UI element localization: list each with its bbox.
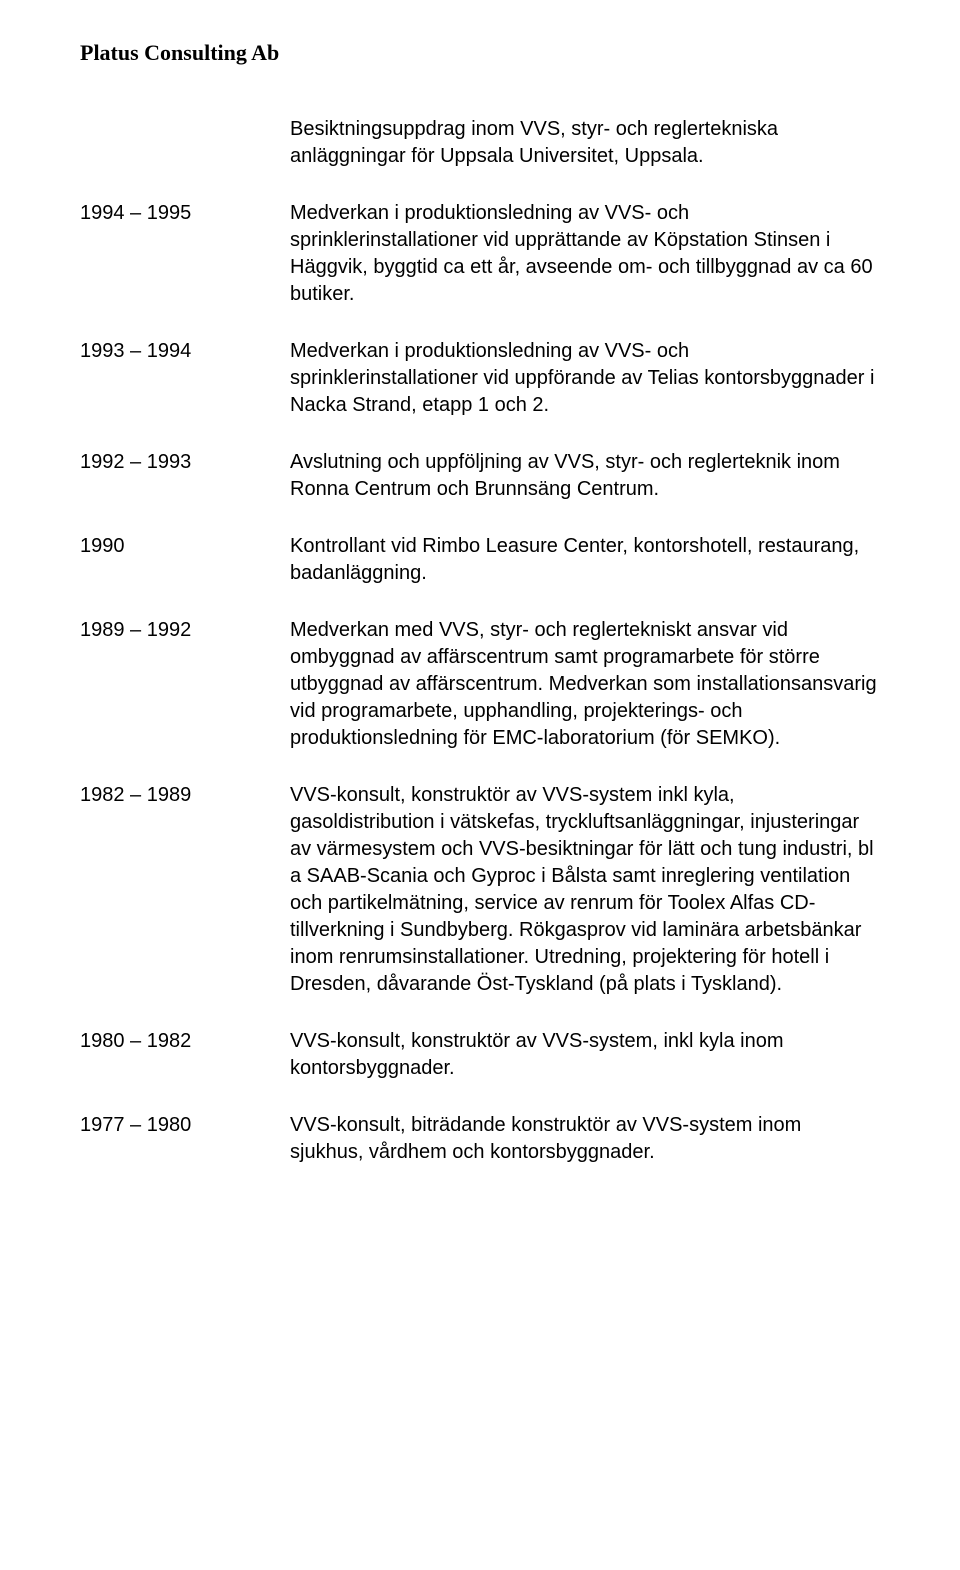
timeline-entry: 1990 Kontrollant vid Rimbo Leasure Cente…	[80, 533, 880, 587]
timeline-entry: 1982 – 1989 VVS-konsult, konstruktör av …	[80, 782, 880, 998]
entry-description: VVS-konsult, biträdande konstruktör av V…	[290, 1112, 880, 1166]
company-header: Platus Consulting Ab	[80, 40, 880, 66]
entry-year: 1980 – 1982	[80, 1028, 290, 1082]
timeline-entry: 1989 – 1992 Medverkan med VVS, styr- och…	[80, 617, 880, 752]
company-title: Platus Consulting Ab	[80, 40, 279, 65]
entry-year: 1994 – 1995	[80, 200, 290, 308]
entry-description: Kontrollant vid Rimbo Leasure Center, ko…	[290, 533, 880, 587]
entry-description: Medverkan i produktionsledning av VVS- o…	[290, 200, 880, 308]
timeline-entry: 1992 – 1993 Avslutning och uppföljning a…	[80, 449, 880, 503]
entry-description: VVS-konsult, konstruktör av VVS-system, …	[290, 1028, 880, 1082]
entry-description: Medverkan med VVS, styr- och reglertekni…	[290, 617, 880, 752]
entry-year: 1992 – 1993	[80, 449, 290, 503]
entry-description: VVS-konsult, konstruktör av VVS-system i…	[290, 782, 880, 998]
entry-year: 1989 – 1992	[80, 617, 290, 752]
intro-text: Besiktningsuppdrag inom VVS, styr- och r…	[290, 118, 778, 167]
entry-year: 1982 – 1989	[80, 782, 290, 998]
timeline-entry: 1977 – 1980 VVS-konsult, biträdande kons…	[80, 1112, 880, 1166]
entry-year: 1993 – 1994	[80, 338, 290, 419]
entry-description: Medverkan i produktionsledning av VVS- o…	[290, 338, 880, 419]
timeline-entry: 1980 – 1982 VVS-konsult, konstruktör av …	[80, 1028, 880, 1082]
entry-year: 1990	[80, 533, 290, 587]
intro-paragraph: Besiktningsuppdrag inom VVS, styr- och r…	[290, 116, 880, 170]
timeline-entry: 1994 – 1995 Medverkan i produktionsledni…	[80, 200, 880, 308]
timeline-entry: 1993 – 1994 Medverkan i produktionsledni…	[80, 338, 880, 419]
entry-description: Avslutning och uppföljning av VVS, styr-…	[290, 449, 880, 503]
entry-year: 1977 – 1980	[80, 1112, 290, 1166]
